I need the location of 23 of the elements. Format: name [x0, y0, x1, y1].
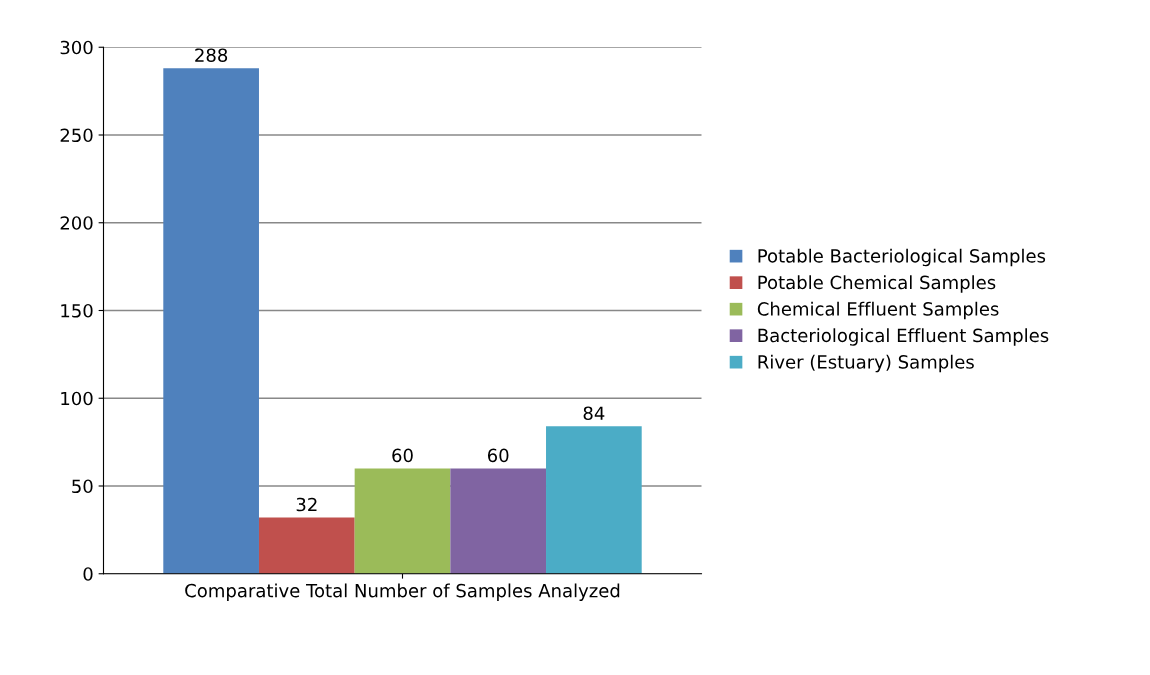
bar: [450, 468, 547, 574]
x-tick-label: Comparative Total Number of Samples Analyzed: [185, 583, 620, 601]
y-tick-label: 150: [61, 303, 93, 318]
data-label: 60: [487, 448, 509, 463]
data-label: 60: [392, 448, 413, 463]
legend-label: Potable Chemical Samples: [758, 275, 996, 293]
bar: [354, 468, 451, 574]
legend-label: Potable Bacteriological Samples: [758, 248, 1046, 267]
legend-label: River (Estuary) Samples: [758, 354, 974, 373]
data-label: 288: [195, 48, 228, 63]
bar: [163, 68, 259, 574]
y-tick-label: 200: [60, 216, 93, 230]
y-tick-label: 100: [61, 391, 93, 406]
y-tick-label: 250: [60, 128, 93, 143]
legend-label: Bacteriological Effluent Samples: [758, 328, 1049, 346]
bar: [546, 426, 642, 574]
legend-label: Chemical Effluent Samples: [757, 301, 999, 320]
data-label: 32: [296, 497, 317, 512]
bar: [258, 517, 355, 574]
y-tick-label: 50: [72, 479, 93, 494]
y-tick-label: 300: [60, 40, 93, 55]
data-label: 84: [583, 406, 605, 421]
y-tick-label: 0: [83, 567, 93, 581]
